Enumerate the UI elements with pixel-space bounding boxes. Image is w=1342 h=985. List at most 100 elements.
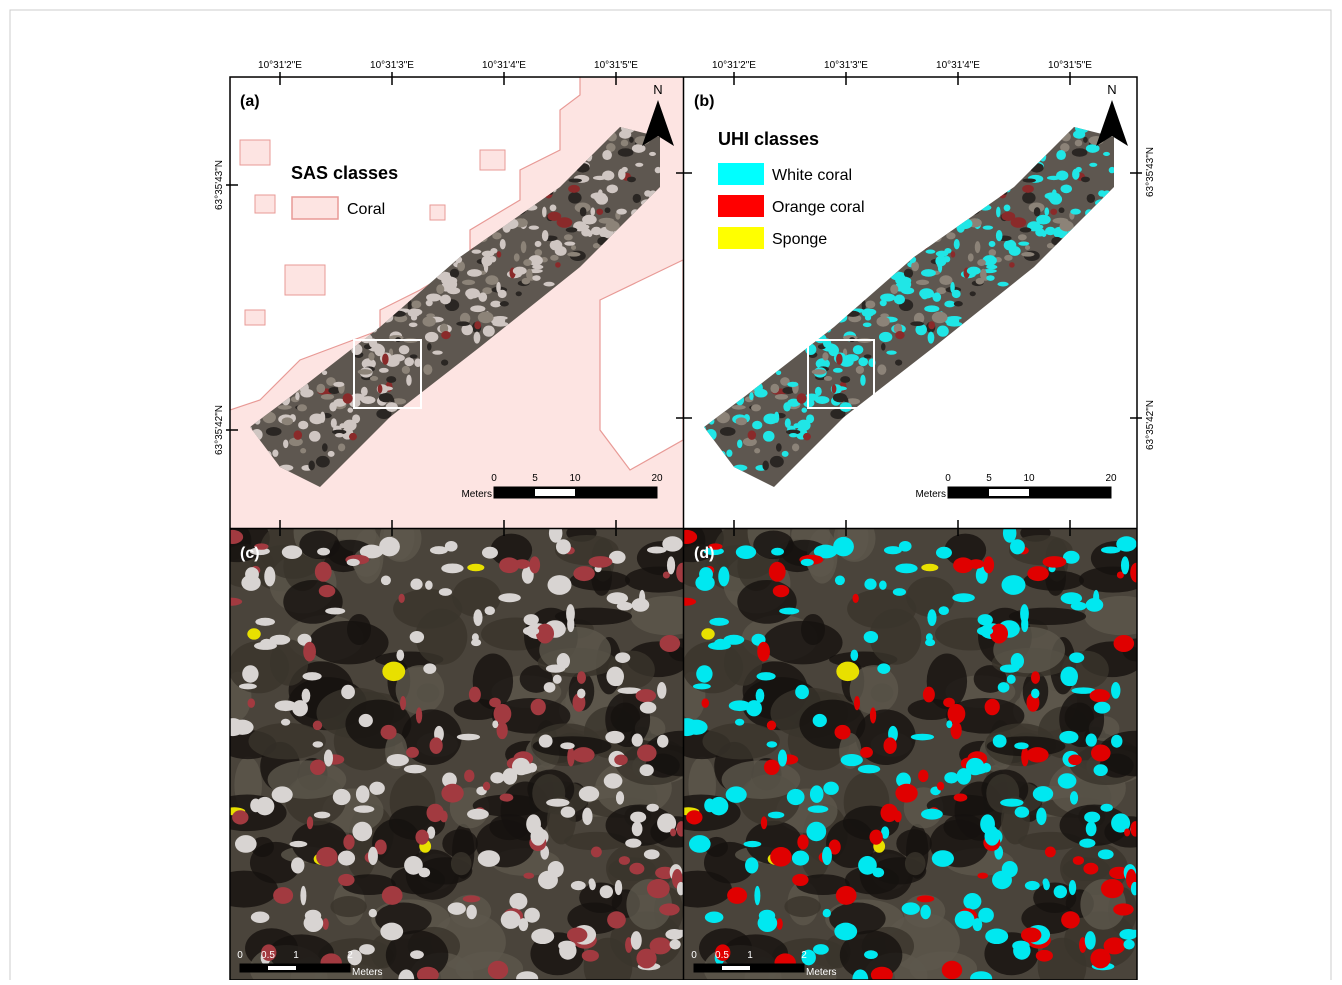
panel-label: (c) (240, 545, 260, 562)
coral-patch (1014, 742, 1028, 749)
seabed-patch (924, 305, 939, 312)
coral-patch (1068, 754, 1082, 765)
coral-patch (242, 665, 258, 682)
seabed-patch (865, 301, 875, 309)
coral-patch (705, 912, 724, 923)
coral-patch (352, 822, 372, 842)
seabed-patch (338, 443, 345, 451)
coral-patch (963, 893, 981, 910)
coral-patch (523, 873, 534, 879)
seabed-patch (581, 225, 589, 230)
seabed-patch (785, 418, 791, 428)
seabed-patch (1021, 252, 1034, 257)
coral-patch (591, 846, 602, 857)
coral-patch (303, 672, 322, 680)
seabed-patch (411, 301, 421, 309)
coral-patch (946, 720, 952, 728)
coral-patch (539, 734, 553, 747)
coral-patch (291, 857, 304, 873)
coral-patch (577, 671, 586, 684)
coral-patch (942, 961, 962, 979)
coral-patch (709, 618, 729, 626)
seabed-patch (910, 321, 924, 326)
seabed-patch (762, 461, 769, 471)
coral-patch (735, 719, 744, 726)
seabed-patch (970, 291, 976, 296)
seabed-patch (1050, 209, 1057, 215)
coral-patch (1126, 930, 1143, 937)
coral-patch (944, 772, 958, 783)
coral-patch (877, 663, 890, 674)
coral-patch (813, 714, 827, 727)
coral-patch (869, 830, 882, 845)
scale-label: 0 (945, 473, 951, 484)
coral-patch (251, 912, 270, 923)
coral-patch (567, 617, 574, 633)
coral-patch (884, 737, 897, 754)
coral-patch (779, 608, 799, 615)
seabed-patch (316, 384, 325, 393)
coral-patch (701, 628, 714, 639)
coral-patch (415, 830, 428, 845)
coral-patch (616, 791, 624, 804)
coral-patch (670, 828, 676, 836)
scale-label: 20 (651, 473, 663, 484)
north-label: N (653, 82, 662, 97)
coral-patch (724, 635, 745, 645)
seabed-patch (462, 280, 475, 285)
seabed-patch (858, 357, 868, 366)
seabed-texture (753, 530, 793, 559)
seabed-patch (472, 250, 482, 254)
seabed-patch (436, 284, 444, 294)
coral-patch (985, 929, 1008, 945)
coral-patch (423, 663, 436, 674)
coral-patch (1130, 821, 1140, 836)
lat-label: 63°35'43"N (214, 160, 225, 210)
scale-label: 0.5 (261, 950, 275, 961)
seabed-patch (308, 461, 315, 471)
coral-patch (1060, 667, 1078, 687)
coral-patch (1026, 747, 1048, 762)
coral-patch (1073, 856, 1084, 865)
coral-patch (482, 547, 498, 559)
coral-patch (899, 541, 912, 551)
scale-label: 20 (1105, 473, 1117, 484)
coral-patch (356, 785, 370, 803)
seabed-texture (905, 852, 926, 875)
lon-label: 10°31'2"E (258, 60, 302, 71)
coral-patch (488, 961, 508, 979)
coral-patch (660, 635, 681, 652)
coral-patch (773, 585, 790, 597)
coral-patch (927, 609, 936, 626)
seabed-patch (390, 354, 405, 361)
coral-patch (445, 541, 458, 551)
coral-patch (313, 741, 324, 747)
lon-label: 10°31'3"E (824, 60, 868, 71)
seabed-patch (295, 392, 299, 400)
coral-patch (369, 909, 377, 918)
coral-patch (834, 923, 857, 941)
coral-patch (368, 847, 378, 865)
seabed-patch (347, 408, 353, 413)
seabed-patch (1034, 207, 1041, 216)
coral-patch (380, 923, 403, 941)
seabed-patch (568, 192, 581, 204)
seabed-patch (928, 332, 935, 344)
coral-patch (558, 941, 575, 951)
seabed-patch (952, 290, 961, 298)
seabed-patch (535, 249, 542, 256)
coral-patch (561, 806, 576, 817)
coral-patch (693, 683, 711, 689)
coral-patch (272, 786, 293, 803)
coral-area (480, 150, 505, 170)
coral-patch (333, 789, 351, 805)
coral-patch (1093, 590, 1099, 606)
seabed-patch (297, 404, 307, 411)
coral-patch (630, 812, 646, 823)
coral-patch (1111, 735, 1122, 748)
seabed-patch (266, 427, 282, 436)
seabed-patch (379, 393, 393, 402)
coral-patch (1083, 863, 1098, 875)
seabed-patch (894, 295, 905, 305)
seabed-patch (328, 451, 335, 457)
